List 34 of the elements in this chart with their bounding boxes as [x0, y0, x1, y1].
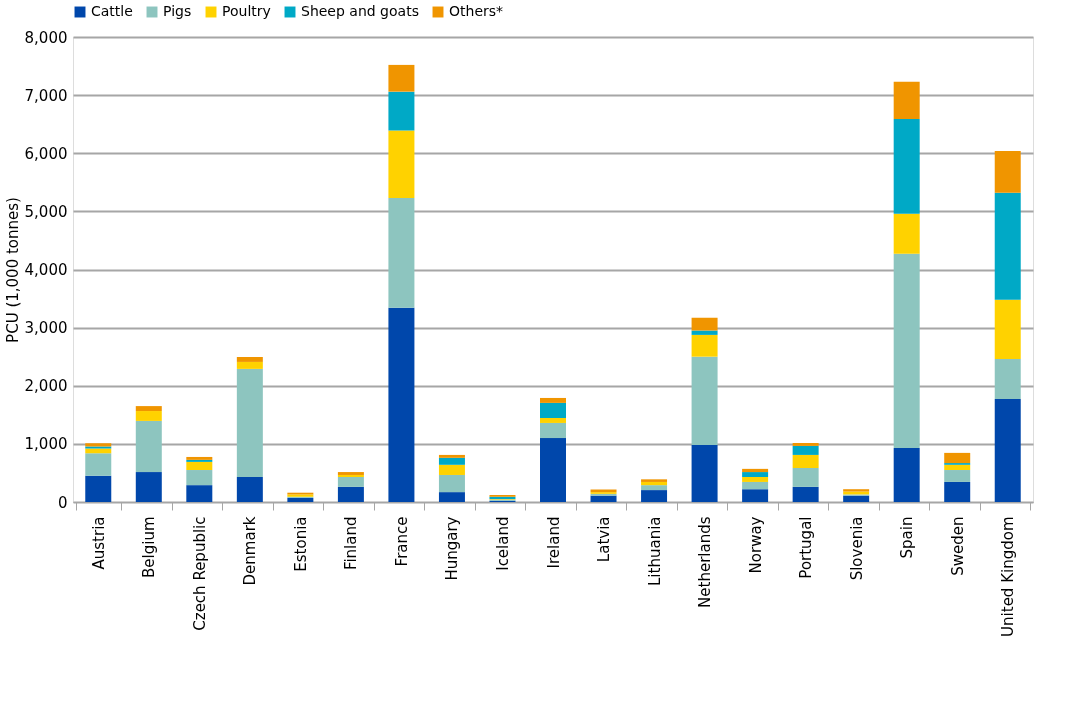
x-tick-label: Sweden — [948, 516, 967, 576]
legend-label: Sheep and goats — [301, 3, 419, 19]
x-tick-label: United Kingdom — [999, 516, 1018, 637]
x-tick-label: Portugal — [797, 516, 816, 579]
y-tick-label: 3,000 — [24, 319, 68, 338]
y-tick-label: 7,000 — [24, 86, 68, 105]
x-tick-label: Austria — [89, 516, 108, 570]
x-tick-label: Czech Republic — [190, 516, 209, 631]
x-tick-label: Lithuania — [645, 516, 664, 586]
x-tick-label: Netherlands — [696, 516, 715, 608]
legend-label: Pigs — [163, 3, 192, 19]
y-tick-label: 1,000 — [24, 435, 68, 454]
y-axis-title: PCU (1,000 tonnes) — [3, 197, 22, 343]
y-tick-label: 5,000 — [24, 202, 68, 221]
x-tick-label: Belgium — [140, 516, 159, 578]
x-tick-label: Finland — [342, 516, 361, 571]
y-tick-label: 4,000 — [24, 261, 68, 279]
x-tick-label: France — [392, 516, 411, 567]
x-tick-label: Norway — [746, 516, 765, 574]
x-tick-label: Ireland — [544, 516, 563, 569]
y-tick-label: 0 — [57, 493, 68, 512]
legend-label: Others* — [449, 3, 504, 19]
y-tick-label: 6,000 — [24, 144, 68, 163]
legend-label: Cattle — [91, 3, 133, 19]
y-tick-label: 8,000 — [24, 28, 68, 47]
legend-label: Poultry — [222, 3, 271, 19]
x-tick-label: Spain — [898, 516, 917, 559]
x-tick-label: Iceland — [493, 516, 512, 571]
y-tick-label: 2,000 — [24, 377, 68, 396]
x-tick-label: Latvia — [595, 516, 614, 563]
x-tick-label: Slovenia — [847, 516, 866, 581]
x-tick-label: Denmark — [241, 516, 260, 586]
x-tick-label: Estonia — [291, 516, 310, 572]
x-tick-label: Hungary — [443, 516, 462, 581]
